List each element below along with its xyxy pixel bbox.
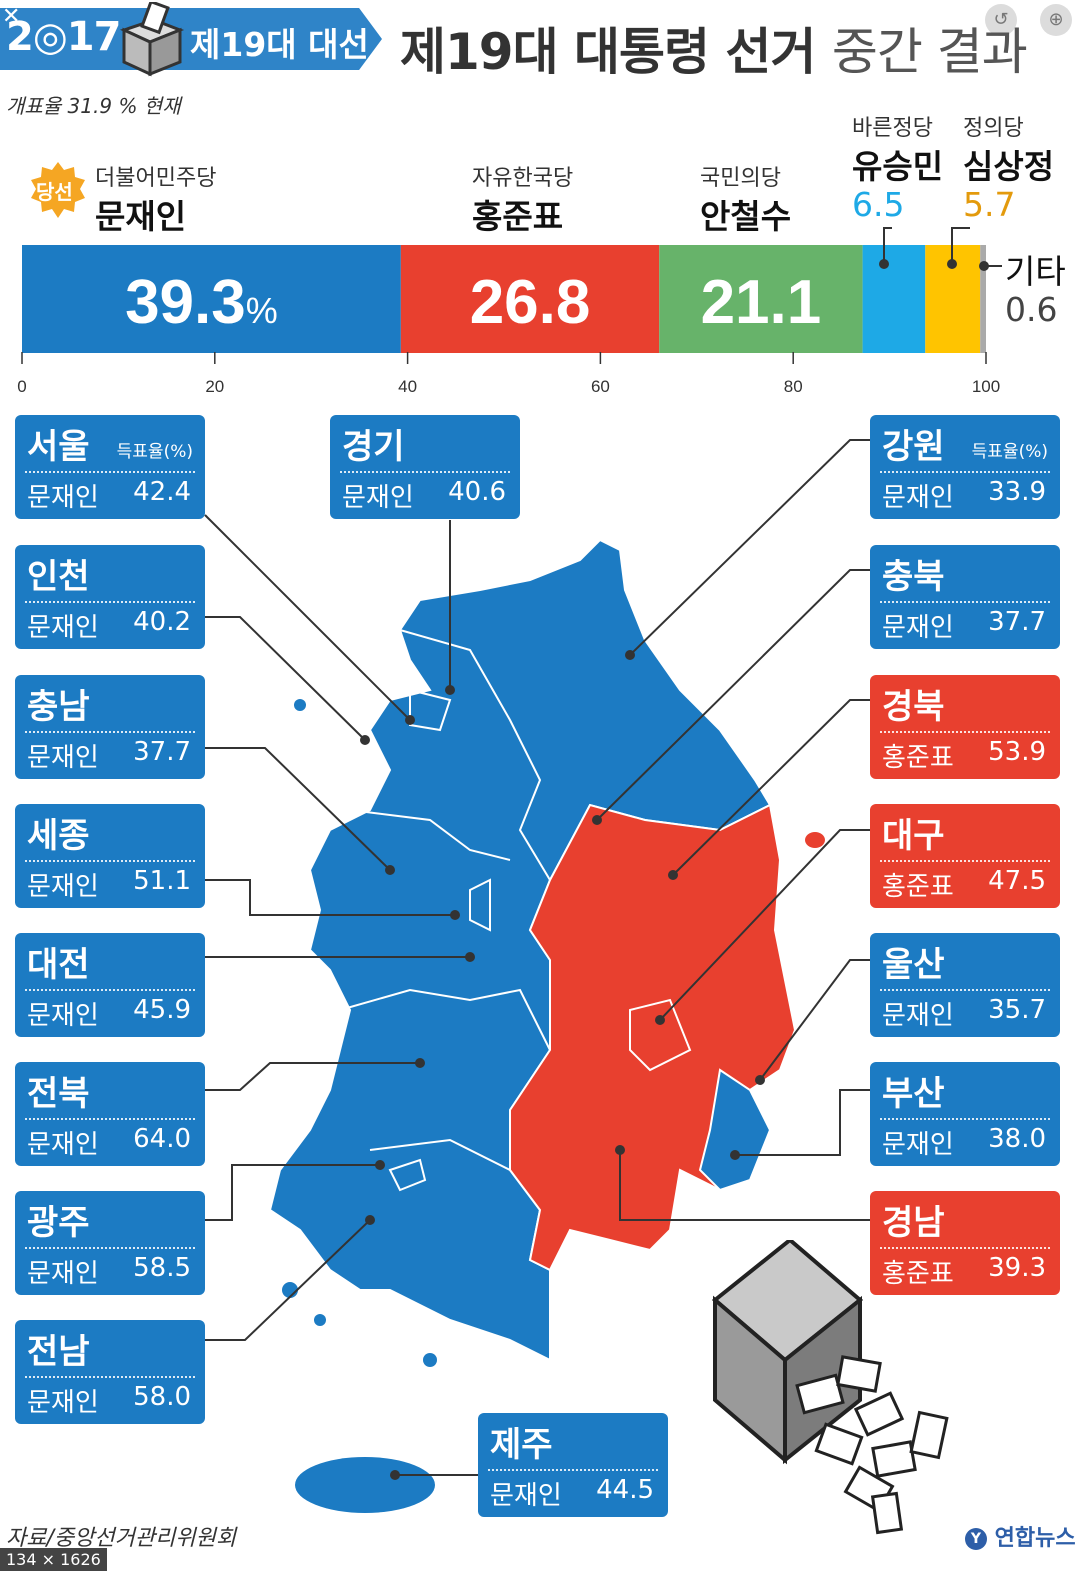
cand-yoo: 유승민 xyxy=(852,147,944,186)
bar-label-ahn: 21.1 xyxy=(701,268,822,337)
region-box-chungnam: 충남 문재인 37.7 xyxy=(15,675,205,779)
overlay-close[interactable]: ✕ xyxy=(2,4,21,29)
region-box-gyeongbuk: 경북 홍준표 53.9 xyxy=(870,675,1060,779)
value-sim: 5.7 xyxy=(963,185,1016,224)
bar-yoo xyxy=(862,245,926,353)
region-box-sejong: 세종 문재인 51.1 xyxy=(15,804,205,908)
region-box-busan: 부산 문재인 38.0 xyxy=(870,1062,1060,1166)
party-yoo: 바른정당 xyxy=(852,116,933,141)
count-rate: 개표율 31.9 % 현재 xyxy=(6,94,181,118)
map-jeju xyxy=(295,1457,435,1513)
prev-icon[interactable]: ↺ xyxy=(985,4,1017,36)
region-box-gangwon: 강원 득표율(%) 문재인 33.9 xyxy=(870,415,1060,519)
region-box-gwangju: 광주 문재인 58.5 xyxy=(15,1191,205,1295)
cand-hong: 홍준표 xyxy=(472,197,564,236)
party-hong: 자유한국당 xyxy=(472,166,574,191)
map-busan-ulsan xyxy=(698,1068,772,1192)
map-ulleung xyxy=(805,832,825,848)
region-box-daegu: 대구 홍준표 47.5 xyxy=(870,804,1060,908)
region-box-daejeon: 대전 문재인 45.9 xyxy=(15,933,205,1037)
value-yoo: 6.5 xyxy=(852,185,905,224)
region-box-jeonbuk: 전북 문재인 64.0 xyxy=(15,1062,205,1166)
bar-axis: 0 20 40 60 80 100 xyxy=(17,352,1000,396)
header-year: 2◎17 xyxy=(6,14,121,60)
elected-badge-icon xyxy=(31,162,85,218)
party-ahn: 국민의당 xyxy=(700,166,781,191)
ballot-box-icon xyxy=(119,2,185,77)
korea-map xyxy=(268,538,825,1513)
region-box-gyeongnam: 경남 홍준표 39.3 xyxy=(870,1191,1060,1295)
value-other: 0.6 xyxy=(1005,290,1058,329)
image-dims: 134 × 1626 xyxy=(0,1548,107,1571)
region-box-jeonnam: 전남 문재인 58.0 xyxy=(15,1320,205,1424)
cand-moon: 문재인 xyxy=(95,197,187,236)
axis-tick-label-100: 100 xyxy=(972,377,1000,396)
region-box-ulsan: 울산 문재인 35.7 xyxy=(870,933,1060,1037)
ballot-box-illustration-icon xyxy=(711,1240,949,1535)
party-moon: 더불어민주당 xyxy=(95,166,217,191)
bar-hong xyxy=(400,245,660,353)
elected-badge-label: 당선 xyxy=(36,180,73,204)
page-title: 제19대 대통령 선거 중간 결과 xyxy=(400,23,1028,81)
region-box-gyeonggi: 경기 문재인 40.6 xyxy=(330,415,520,519)
region-box-jeju: 제주 문재인 44.5 xyxy=(478,1413,668,1517)
cand-other: 기타 xyxy=(1005,252,1066,291)
party-sim: 정의당 xyxy=(963,116,1024,141)
axis-tick-label-80: 80 xyxy=(784,377,803,396)
header-edition: 제19대 대선 xyxy=(190,25,369,64)
axis-tick-label-20: 20 xyxy=(205,377,224,396)
header-badge xyxy=(0,8,382,70)
source-note: 자료/중앙선거관리위원회 xyxy=(6,1526,237,1551)
logo-mark-icon: Y xyxy=(965,1528,987,1550)
bar-label-hong: 26.8 xyxy=(470,268,591,337)
axis-tick-label-40: 40 xyxy=(398,377,417,396)
vote-share-bar: 39.3% 26.8 21.1 xyxy=(22,245,986,353)
yonhap-logo: Y 연합뉴스 xyxy=(965,1520,1076,1552)
axis-tick-label-60: 60 xyxy=(591,377,610,396)
pointer-lines xyxy=(879,227,1002,271)
bar-moon xyxy=(22,245,401,353)
bar-other xyxy=(980,245,986,353)
region-box-chungbuk: 충북 문재인 37.7 xyxy=(870,545,1060,649)
region-box-seoul: 서울 득표율(%) 문재인 42.4 xyxy=(15,415,205,519)
region-box-incheon: 인천 문재인 40.2 xyxy=(15,545,205,649)
cand-sim: 심상정 xyxy=(963,147,1055,186)
cand-ahn: 안철수 xyxy=(700,197,792,236)
bar-ahn xyxy=(659,245,863,353)
axis-tick-label-0: 0 xyxy=(17,377,26,396)
search-icon[interactable]: ⊕ xyxy=(1040,4,1072,36)
